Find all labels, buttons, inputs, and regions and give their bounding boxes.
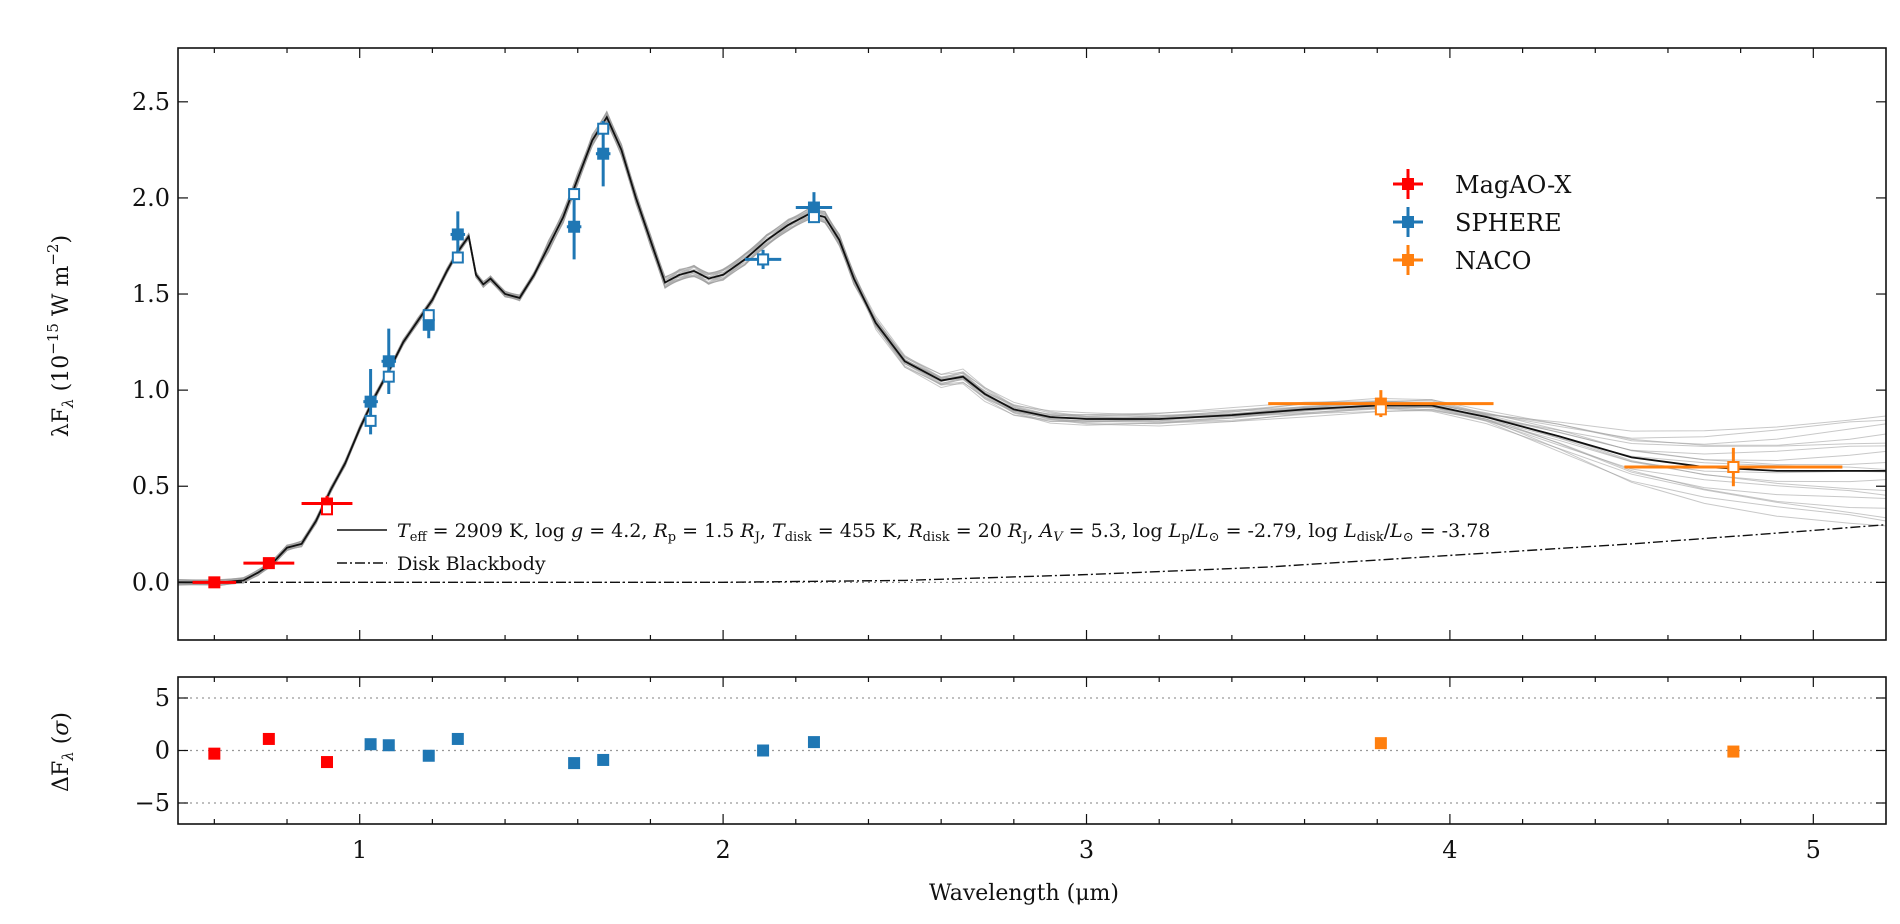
- sphere-residual-marker: [382, 739, 395, 752]
- model-draw-curve: [177, 121, 1887, 583]
- legend-marker: [1402, 216, 1414, 228]
- main-panel: 0.0 0.5 1.0 1.5 2.0 2.5: [132, 47, 1887, 641]
- sphere-point-marker: [597, 147, 610, 160]
- naco-model-photometry: [1374, 403, 1387, 416]
- magaox-model-photometry: [320, 503, 333, 516]
- magaox-residual-marker: [320, 756, 333, 769]
- naco-residual-marker: [1374, 737, 1387, 750]
- naco-residual-marker: [1727, 745, 1740, 758]
- legend-marker: [1402, 254, 1414, 266]
- legend-label: NACO: [1455, 247, 1531, 275]
- y-tick-label: −5: [135, 789, 170, 817]
- sphere-residual-marker: [757, 744, 770, 757]
- x-tick-label: 2: [715, 836, 730, 864]
- sphere-point-marker: [364, 395, 377, 408]
- model-draw-curve: [177, 117, 1887, 583]
- sphere-point-marker: [382, 355, 395, 368]
- sphere-residual-marker: [597, 753, 610, 766]
- legend-label: MagAO-X: [1455, 171, 1571, 199]
- sphere-model-photometry: [568, 188, 581, 201]
- magaox-point-marker: [208, 576, 221, 589]
- model-draw-curve: [177, 110, 1887, 586]
- x-tick-label: 4: [1442, 836, 1457, 864]
- y-tick-label: 0.0: [132, 568, 170, 596]
- model-draw-curve: [177, 114, 1887, 585]
- y-tick-label: 1.0: [132, 376, 170, 404]
- sphere-residual-marker: [364, 738, 377, 751]
- model-legend-text: Teff = 2909 K, log g = 4.2, Rp = 1.5 RJ,…: [397, 520, 1490, 545]
- model-draw-curve: [177, 121, 1887, 585]
- magaox-residual-marker: [262, 732, 275, 745]
- blackbody-legend-text: Disk Blackbody: [397, 553, 546, 575]
- sphere-residual-marker: [807, 736, 820, 749]
- model-draw-curve: [177, 110, 1887, 582]
- model-draw-curve: [177, 118, 1887, 586]
- model-draw-curve: [177, 116, 1887, 582]
- disk-blackbody-curve: [178, 524, 1887, 583]
- model-draw-curve: [177, 119, 1887, 581]
- y-tick-label: 1.5: [132, 280, 170, 308]
- sphere-point-marker: [568, 220, 581, 233]
- y-tick-label: 2.0: [132, 184, 170, 212]
- sphere-point-marker: [422, 318, 435, 331]
- legend-label: SPHERE: [1455, 209, 1562, 237]
- legend-marker: [1402, 178, 1414, 190]
- model-draw-curve: [177, 120, 1887, 583]
- model-draw-curve: [177, 111, 1887, 584]
- model-draw-curve: [177, 121, 1887, 586]
- sphere-model-photometry: [364, 414, 377, 427]
- x-tick-label: 3: [1079, 836, 1094, 864]
- best-fit-model-curve: [178, 115, 1886, 584]
- sphere-model-photometry: [422, 309, 435, 322]
- x-tick-label: 1: [352, 836, 367, 864]
- sphere-model-photometry: [807, 211, 820, 224]
- x-axis-label: Wavelength (μm): [929, 881, 1119, 906]
- model-draw-curve: [177, 120, 1887, 586]
- model-draw-curve: [177, 118, 1887, 586]
- sphere-model-photometry: [757, 253, 770, 266]
- sphere-residual-marker: [422, 749, 435, 762]
- model-legend: Teff = 2909 K, log g = 4.2, Rp = 1.5 RJ,…: [337, 520, 1490, 575]
- main-y-axis-label: λFλ (10−15 W m−2): [44, 235, 77, 437]
- main-plot-frame: [177, 47, 1887, 641]
- model-draw-curve: [177, 112, 1887, 586]
- x-tick-label: 5: [1806, 836, 1821, 864]
- residual-panel: 5 0 −5 1 2 3 4 5: [135, 676, 1887, 864]
- resid-y-axis-label: ΔFλ (σ): [49, 712, 77, 792]
- sphere-residual-marker: [451, 732, 464, 745]
- model-draw-curve: [177, 113, 1887, 584]
- y-tick-label: 0: [155, 737, 170, 765]
- sphere-model-photometry: [597, 122, 610, 135]
- sphere-point-marker: [451, 228, 464, 241]
- y-tick-label: 2.5: [132, 88, 170, 116]
- magaox-residual-marker: [208, 747, 221, 760]
- magaox-point-marker: [262, 557, 275, 570]
- model-draw-curve: [177, 110, 1887, 586]
- sphere-model-photometry: [451, 251, 464, 264]
- sphere-residual-marker: [568, 757, 581, 770]
- sphere-model-photometry: [382, 370, 395, 383]
- sphere-point-marker: [807, 201, 820, 214]
- marker-legend: MagAO-X SPHERE NACO: [1393, 169, 1571, 275]
- naco-model-photometry: [1727, 461, 1740, 474]
- y-tick-label: 5: [155, 684, 170, 712]
- y-tick-label: 0.5: [132, 472, 170, 500]
- model-draw-curve: [177, 111, 1887, 584]
